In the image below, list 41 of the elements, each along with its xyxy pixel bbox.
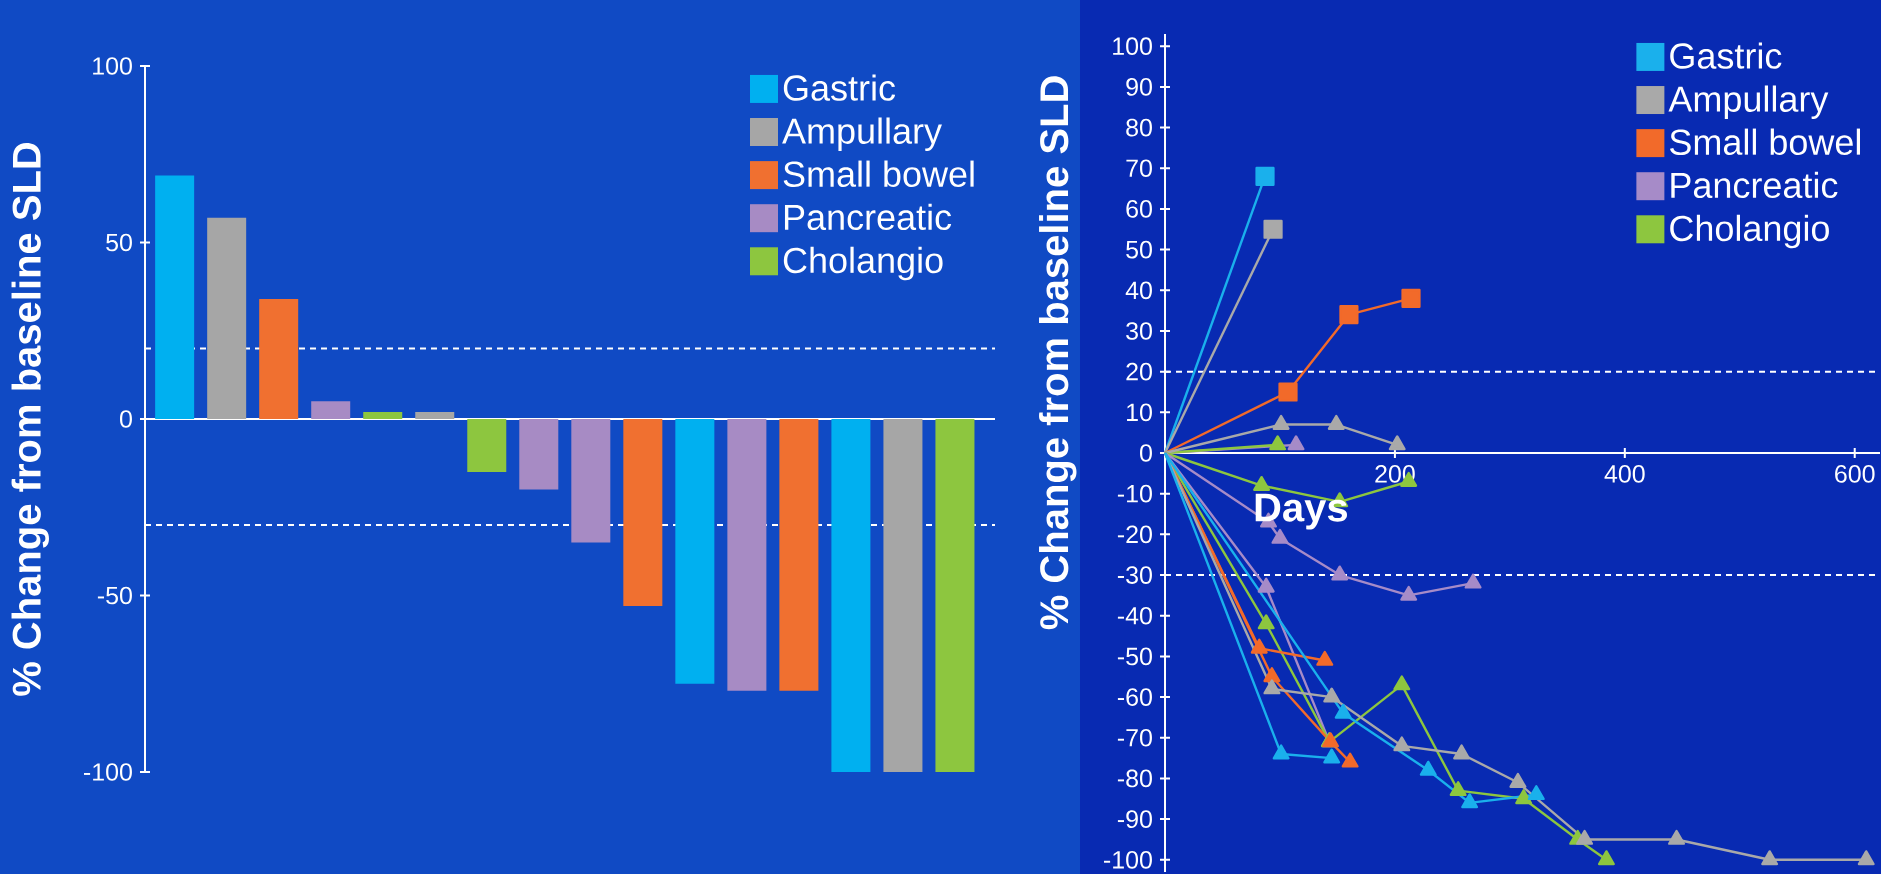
legend-label: Pancreatic — [1671, 171, 1838, 199]
y-tick-label: 50 — [106, 233, 132, 252]
y-tick-label: -50 — [1117, 647, 1152, 666]
y-tick-label: -60 — [1117, 688, 1152, 706]
x-axis-title: Days — [1255, 493, 1348, 530]
y-tick-label: -70 — [1117, 728, 1152, 747]
y-tick-label: 0 — [1140, 444, 1152, 462]
y-tick-label: -100 — [84, 763, 132, 781]
y-tick-label: -10 — [1117, 484, 1152, 503]
legend-label: Small bowel — [1670, 128, 1860, 156]
y-tick-label: 40 — [1125, 281, 1152, 300]
legend-label: Gastric — [1670, 42, 1782, 69]
y-tick-label: -30 — [1117, 566, 1152, 584]
y-tick-label: 90 — [1126, 78, 1152, 96]
y-tick-label: 100 — [93, 57, 132, 75]
y-tick-label: 0 — [120, 410, 132, 428]
y-tick-label: -40 — [1117, 606, 1152, 625]
legend-label: Ampullary — [1668, 85, 1829, 120]
y-tick-label: 10 — [1127, 403, 1152, 422]
y-tick-label: 60 — [1126, 200, 1152, 218]
y-tick-label: -90 — [1117, 810, 1152, 828]
legend-label: Ampullary — [782, 117, 942, 152]
y-tick-label: 70 — [1126, 159, 1152, 178]
y-tick-label: 100 — [1113, 37, 1152, 56]
legend-label: Small bowel — [783, 160, 974, 187]
x-tick-label: 400 — [1604, 465, 1645, 483]
y-tick-label: -80 — [1117, 769, 1152, 788]
y-tick-label: 80 — [1126, 118, 1152, 137]
x-tick-label: 600 — [1835, 465, 1875, 483]
y-tick-label: -20 — [1117, 525, 1152, 544]
y-axis-title: % Change from baseline SLD — [11, 142, 49, 696]
y-tick-label: 20 — [1126, 362, 1152, 381]
y-tick-label: -50 — [97, 586, 132, 605]
y-tick-label: 30 — [1126, 322, 1152, 340]
legend-label: Cholangio — [783, 246, 943, 281]
y-tick-label: -100 — [1104, 850, 1152, 869]
legend-label: Pancreatic — [784, 203, 952, 231]
legend-label: Gastric — [783, 74, 896, 101]
legend-label: Cholangio — [1670, 214, 1829, 249]
y-axis-title: % Change from baseline SLD — [1039, 76, 1077, 630]
y-tick-label: 50 — [1126, 240, 1152, 259]
